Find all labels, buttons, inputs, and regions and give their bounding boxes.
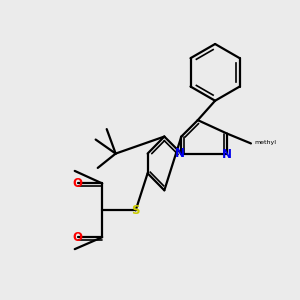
Text: O: O	[72, 177, 82, 190]
Text: S: S	[131, 204, 140, 217]
Text: O: O	[72, 231, 82, 244]
Text: N: N	[175, 147, 185, 160]
Text: N: N	[222, 148, 232, 161]
Text: methyl: methyl	[254, 140, 277, 145]
